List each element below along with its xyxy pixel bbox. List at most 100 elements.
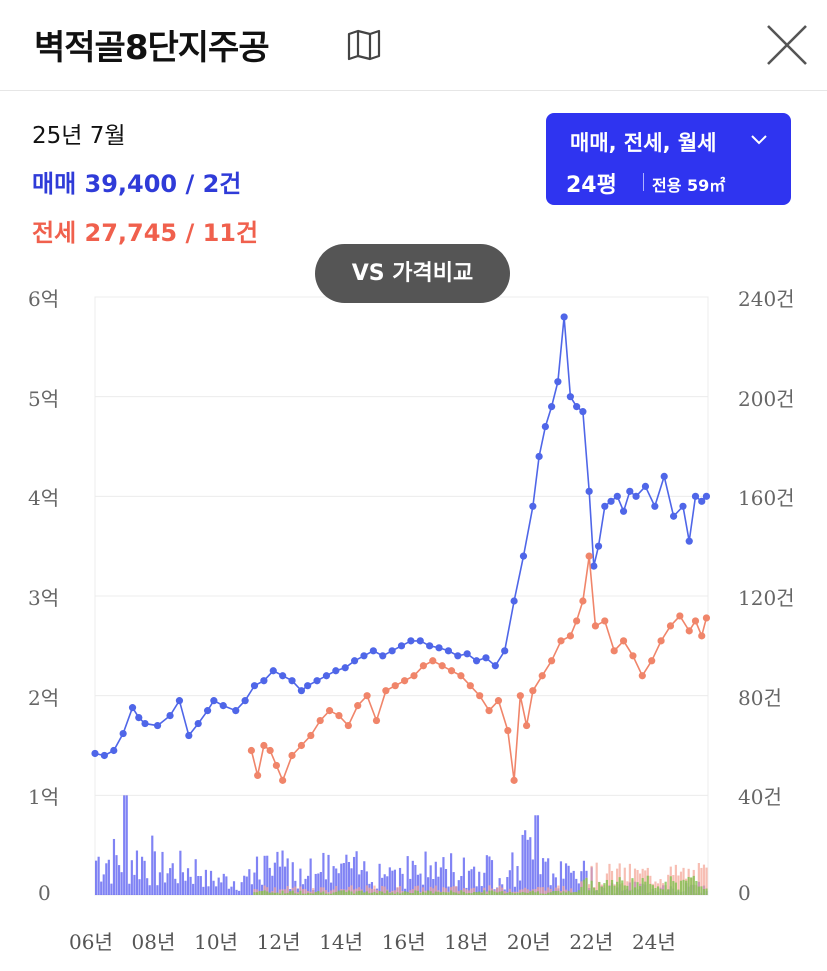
- volume-bar-jeonse: [396, 887, 399, 895]
- volume-bar-sale: [123, 795, 126, 895]
- jeonse-point: [260, 741, 268, 750]
- sale-point: [332, 667, 340, 675]
- y-left-tick: 3억: [28, 586, 60, 610]
- volume-bar-wolse: [623, 885, 626, 895]
- volume-bar-sale: [268, 867, 271, 895]
- volume-bar-sale: [414, 864, 417, 895]
- volume-bar-wolse: [294, 893, 297, 895]
- volume-bar-sale: [125, 795, 128, 895]
- volume-bar-jeonse: [639, 873, 642, 895]
- jeonse-point: [344, 721, 352, 730]
- volume-bar-sale: [355, 851, 358, 895]
- volume-bar-wolse: [516, 892, 519, 895]
- sale-point: [297, 687, 306, 695]
- jeonse-point: [438, 662, 446, 670]
- volume-bar-wolse: [253, 892, 256, 895]
- volume-bar-wolse: [383, 893, 386, 895]
- volume-bar-sale: [340, 863, 343, 895]
- header: 벽적골8단지주공: [0, 0, 827, 91]
- jeonse-point: [485, 707, 493, 715]
- volume-bar-wolse: [340, 890, 343, 895]
- volume-bar-wolse: [375, 893, 379, 895]
- volume-bar-sale: [161, 851, 164, 895]
- x-tick: 14년: [319, 930, 364, 954]
- jeonse-point: [247, 746, 255, 755]
- jeonse-point: [591, 622, 600, 630]
- volume-bar-sale: [143, 860, 146, 895]
- volume-bar-wolse: [439, 892, 442, 895]
- volume-bar-sale: [174, 878, 177, 895]
- volume-bar-jeonse: [352, 889, 356, 895]
- sale-point: [541, 422, 549, 431]
- vs-compare-button[interactable]: VS 가격비교: [315, 244, 510, 303]
- volume-bar-wolse: [409, 893, 412, 895]
- volume-bar-sale: [567, 865, 570, 895]
- volume-bar-wolse: [631, 878, 634, 895]
- trade-type-filter-button[interactable]: 매매, 전세, 월세 24평 전용 59㎡: [546, 113, 791, 205]
- volume-bar-jeonse: [659, 879, 662, 895]
- volume-bar-sale: [117, 865, 121, 895]
- volume-bar-sale: [485, 855, 488, 895]
- volume-bar-jeonse: [452, 886, 455, 895]
- volume-bar-sale: [352, 856, 356, 895]
- volume-bar-wolse: [557, 890, 560, 895]
- volume-bar-wolse: [534, 892, 537, 895]
- volume-bar-sale: [462, 857, 465, 895]
- jeonse-point: [297, 741, 306, 750]
- volume-bar-sale: [350, 868, 353, 895]
- volume-bar-wolse: [672, 881, 675, 895]
- volume-bar-jeonse: [416, 885, 419, 895]
- volume-bar-wolse: [363, 892, 366, 895]
- volume-bar-wolse: [322, 891, 325, 895]
- jeonse-point: [566, 632, 574, 640]
- volume-bar-wolse: [299, 890, 302, 895]
- volume-bar-sale: [243, 875, 246, 895]
- sale-point: [219, 702, 227, 710]
- volume-bar-jeonse: [350, 885, 353, 895]
- volume-bars: [95, 795, 708, 895]
- volume-bar-sale: [337, 873, 340, 895]
- jeonse-point: [648, 657, 656, 665]
- x-tick: 06년: [69, 930, 113, 954]
- jeonse-point: [676, 612, 684, 620]
- sale-point: [166, 712, 174, 720]
- volume-bar-sale: [232, 881, 236, 895]
- volume-bar-sale: [306, 875, 310, 895]
- volume-bar-jeonse: [674, 864, 677, 895]
- volume-bar-sale: [329, 882, 333, 895]
- volume-bar-jeonse: [705, 867, 708, 895]
- volume-bar-wolse: [345, 892, 348, 895]
- volume-bar-wolse: [352, 893, 356, 895]
- sale-point: [241, 697, 249, 705]
- volume-bar-wolse: [419, 893, 422, 895]
- sale-point: [135, 713, 143, 722]
- jeonse-point: [548, 657, 556, 665]
- volume-bar-wolse: [598, 882, 601, 895]
- map-icon[interactable]: [346, 28, 382, 62]
- jeonse-point: [447, 667, 456, 675]
- volume-bar-sale: [258, 879, 261, 895]
- volume-bar-sale: [176, 883, 179, 895]
- volume-bar-sale: [317, 873, 320, 895]
- sale-point: [426, 642, 434, 650]
- volume-bar-wolse: [508, 891, 511, 895]
- close-icon[interactable]: [764, 22, 810, 68]
- volume-bar-sale: [406, 856, 409, 895]
- chart-grid: [94, 296, 709, 896]
- volume-bar-wolse: [258, 891, 261, 895]
- volume-bar-sale: [248, 869, 251, 895]
- volume-bar-wolse: [342, 890, 345, 895]
- volume-bar-sale: [314, 873, 317, 895]
- volume-bar-sale: [189, 876, 192, 895]
- volume-bar-sale: [215, 886, 218, 895]
- volume-bar-wolse: [575, 891, 578, 895]
- volume-bar-jeonse: [485, 891, 488, 895]
- volume-bar-sale: [169, 868, 172, 895]
- volume-bar-sale: [217, 877, 220, 895]
- volume-bar-wolse: [593, 887, 596, 895]
- volume-bar-wolse: [273, 892, 276, 895]
- sale-point: [573, 403, 581, 411]
- volume-bar-wolse: [396, 892, 399, 895]
- volume-bar-sale: [146, 878, 149, 895]
